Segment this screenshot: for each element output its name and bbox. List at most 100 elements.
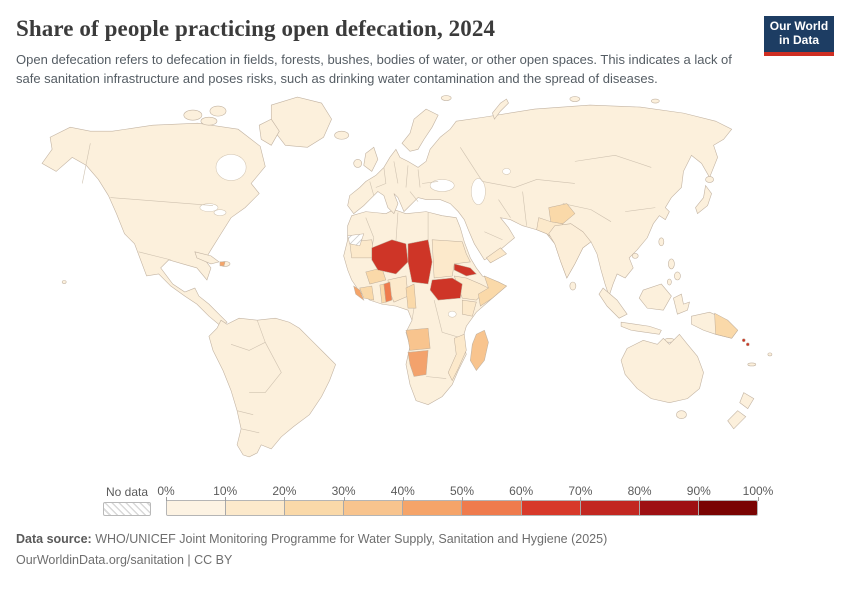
- landmass-tasmania[interactable]: [676, 410, 687, 419]
- landmass-baffin[interactable]: [258, 118, 280, 146]
- landmass-new-caledonia[interactable]: [747, 362, 757, 366]
- legend-tick-label: 50%: [449, 483, 475, 498]
- country-kenya[interactable]: [462, 299, 477, 317]
- footer-divider: |: [187, 552, 191, 567]
- legend-bin[interactable]: [285, 500, 345, 515]
- country-western-sahara[interactable]: [347, 233, 365, 246]
- landmass-hokkaido[interactable]: [705, 175, 714, 183]
- map-legend: No data 0% 10% 20% 30% 40% 50% 60% 70% 80% 90% 100…: [102, 482, 773, 516]
- legend-bin[interactable]: [167, 500, 227, 515]
- country-mozambique[interactable]: [447, 333, 467, 381]
- country-india[interactable]: [548, 223, 592, 279]
- data-source-line: Data source: WHO/UNICEF Joint Monitoring…: [16, 529, 834, 550]
- great-lakes: [199, 203, 219, 212]
- country-solomon-islands[interactable]: [746, 342, 750, 346]
- landmass-japan[interactable]: [695, 184, 712, 214]
- landmass-arctic-island[interactable]: [650, 98, 660, 104]
- country-somalia[interactable]: [478, 275, 507, 307]
- owid-logo-line1: Our World: [769, 19, 829, 34]
- legend-tick-label: 60%: [509, 483, 534, 498]
- country-papua-new-guinea[interactable]: [714, 312, 739, 339]
- landmass-hainan[interactable]: [631, 252, 639, 259]
- country-liberia[interactable]: [353, 285, 365, 301]
- legend-bin[interactable]: [344, 500, 404, 515]
- landmass-hawaii[interactable]: [61, 279, 67, 284]
- legend-bin[interactable]: [698, 500, 757, 515]
- chart-footer: Data source: WHO/UNICEF Joint Monitoring…: [16, 529, 834, 572]
- country-cote-divoire[interactable]: [359, 285, 375, 301]
- country-haiti[interactable]: [219, 261, 226, 266]
- country-madagascar[interactable]: [470, 329, 489, 371]
- landmass-scandinavia[interactable]: [401, 108, 439, 152]
- legend-bin[interactable]: [403, 500, 463, 515]
- landmass-uk[interactable]: [363, 146, 379, 172]
- landmass-taiwan[interactable]: [658, 237, 665, 246]
- landmass-svalbard[interactable]: [440, 94, 452, 101]
- world-map-svg: [41, 94, 773, 457]
- owid-logo[interactable]: Our World in Data: [764, 16, 834, 56]
- legend-tick-label: 10%: [213, 483, 238, 498]
- legend-bins: [166, 499, 758, 516]
- landmass-novaya-zemlya[interactable]: [492, 98, 509, 120]
- legend-bin[interactable]: [639, 500, 699, 515]
- landmass-cuba[interactable]: [194, 251, 220, 264]
- owid-url-link[interactable]: OurWorldinData.org/sanitation: [16, 552, 184, 567]
- landmass-ireland[interactable]: [353, 158, 363, 168]
- landmass-layer: [41, 94, 773, 457]
- country-burkina-faso[interactable]: [365, 267, 387, 285]
- landmass-arctic-island[interactable]: [183, 109, 203, 121]
- landmass-borneo[interactable]: [638, 283, 672, 311]
- landmass-new-zealand-north[interactable]: [739, 391, 755, 409]
- landmass-new-zealand-south[interactable]: [727, 409, 747, 429]
- landmass-java[interactable]: [620, 321, 662, 335]
- country-angola[interactable]: [405, 327, 431, 351]
- legend-tick-label: 90%: [686, 483, 711, 498]
- landmass-philippines[interactable]: [674, 271, 681, 280]
- legend-bin[interactable]: [226, 500, 286, 515]
- landmass-philippines[interactable]: [667, 278, 672, 286]
- page-title: Share of people practicing open defecati…: [16, 16, 496, 41]
- chart-header: Share of people practicing open defecati…: [16, 16, 834, 89]
- landmass-fiji[interactable]: [767, 352, 773, 356]
- choropleth-layer: [219, 203, 750, 381]
- great-lakes: [213, 209, 227, 216]
- legend-bin[interactable]: [462, 500, 522, 515]
- landmass-sri-lanka[interactable]: [569, 281, 577, 291]
- country-benin[interactable]: [383, 281, 393, 303]
- data-source-label: Data source:: [16, 531, 92, 546]
- landmass-philippines[interactable]: [668, 258, 675, 269]
- no-data-swatch[interactable]: [103, 501, 151, 516]
- legend-color-scale: 0% 10% 20% 30% 40% 50% 60% 70% 80% 90% 100%: [157, 483, 773, 516]
- legend-tick-label: 30%: [331, 483, 356, 498]
- landmass-south-america[interactable]: [208, 317, 336, 457]
- landmass-sulawesi[interactable]: [673, 293, 690, 315]
- landmass-north-america[interactable]: [41, 122, 266, 327]
- country-chad[interactable]: [407, 239, 433, 284]
- country-yemen[interactable]: [486, 247, 507, 263]
- landmass-eurasia[interactable]: [347, 104, 733, 297]
- legend-tick-label: 20%: [272, 483, 297, 498]
- legend-tick-label: 0%: [157, 483, 175, 498]
- landmass-arctic-island[interactable]: [200, 116, 218, 126]
- landmass-arctic-island[interactable]: [569, 95, 581, 102]
- owid-logo-line2: in Data: [778, 33, 819, 47]
- landmass-greenland[interactable]: [270, 96, 332, 148]
- landmass-iceland[interactable]: [334, 130, 349, 140]
- landmass-australia[interactable]: [620, 333, 704, 403]
- country-niger[interactable]: [371, 239, 409, 274]
- country-afghanistan[interactable]: [548, 203, 576, 224]
- country-sudan[interactable]: [431, 239, 471, 278]
- world-map: [10, 91, 834, 476]
- legend-no-data[interactable]: No data: [102, 485, 152, 516]
- country-eritrea[interactable]: [453, 263, 477, 276]
- legend-bin[interactable]: [580, 500, 640, 515]
- landmass-arctic-island[interactable]: [209, 105, 227, 117]
- country-cameroon[interactable]: [405, 283, 417, 309]
- country-namibia[interactable]: [407, 349, 429, 377]
- legend-bin[interactable]: [521, 500, 581, 515]
- country-solomon-islands[interactable]: [741, 338, 746, 342]
- legend-tick-label: 80%: [627, 483, 652, 498]
- landmass-sumatra[interactable]: [598, 287, 628, 319]
- country-south-sudan[interactable]: [429, 277, 463, 301]
